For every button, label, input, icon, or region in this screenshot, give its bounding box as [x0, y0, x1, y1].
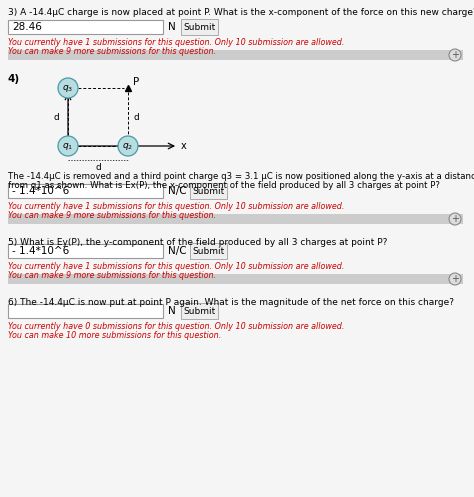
Text: You currently have 0 submissions for this question. Only 10 submission are allow: You currently have 0 submissions for thi…	[8, 322, 345, 331]
Text: +: +	[451, 274, 459, 284]
Text: 4): 4)	[8, 74, 20, 84]
Text: N: N	[168, 306, 176, 316]
Circle shape	[449, 273, 461, 285]
Text: +: +	[451, 50, 459, 60]
FancyBboxPatch shape	[8, 20, 163, 34]
Text: You currently have 1 submissions for this question. Only 10 submission are allow: You currently have 1 submissions for thi…	[8, 262, 345, 271]
Circle shape	[118, 136, 138, 156]
FancyBboxPatch shape	[8, 274, 463, 284]
FancyBboxPatch shape	[8, 50, 463, 60]
FancyBboxPatch shape	[8, 304, 163, 318]
FancyBboxPatch shape	[8, 184, 163, 198]
Text: Submit: Submit	[192, 247, 225, 255]
FancyBboxPatch shape	[8, 244, 163, 258]
Circle shape	[449, 49, 461, 61]
Circle shape	[58, 78, 78, 98]
Text: Submit: Submit	[183, 22, 216, 31]
Text: d: d	[53, 112, 59, 121]
FancyBboxPatch shape	[181, 19, 218, 35]
Text: 6) The -14.4μC is now put at point P again. What is the magnitude of the net for: 6) The -14.4μC is now put at point P aga…	[8, 298, 454, 307]
Text: P: P	[133, 77, 139, 87]
Text: Submit: Submit	[192, 186, 225, 195]
Text: x: x	[181, 141, 187, 151]
Text: y: y	[70, 78, 76, 88]
Text: The -14.4μC is removed and a third point charge q3 = 3.1 μC is now positioned al: The -14.4μC is removed and a third point…	[8, 172, 474, 181]
Text: 28.46: 28.46	[12, 22, 42, 32]
Text: +: +	[451, 214, 459, 224]
Text: 3) A -14.4μC charge is now placed at point P. What is the x-component of the for: 3) A -14.4μC charge is now placed at poi…	[8, 8, 474, 17]
Text: N/C: N/C	[168, 186, 187, 196]
Text: You can make 9 more submissions for this question.: You can make 9 more submissions for this…	[8, 211, 216, 220]
Circle shape	[449, 213, 461, 225]
FancyBboxPatch shape	[190, 183, 227, 199]
FancyBboxPatch shape	[190, 243, 227, 259]
Text: d: d	[133, 112, 139, 121]
Text: from q1 as shown. What is Ex(P), the x-component of the field produced by all 3 : from q1 as shown. What is Ex(P), the x-c…	[8, 181, 440, 190]
Text: Submit: Submit	[183, 307, 216, 316]
Text: $q_3$: $q_3$	[63, 83, 73, 93]
Text: You currently have 1 submissions for this question. Only 10 submission are allow: You currently have 1 submissions for thi…	[8, 38, 345, 47]
Text: You can make 9 more submissions for this question.: You can make 9 more submissions for this…	[8, 47, 216, 56]
FancyBboxPatch shape	[8, 214, 463, 224]
Text: You currently have 1 submissions for this question. Only 10 submission are allow: You currently have 1 submissions for thi…	[8, 202, 345, 211]
Text: You can make 9 more submissions for this question.: You can make 9 more submissions for this…	[8, 271, 216, 280]
Text: $q_1$: $q_1$	[63, 141, 73, 152]
Text: - 1.4*10^6: - 1.4*10^6	[12, 186, 69, 196]
Text: - 1.4*10^6: - 1.4*10^6	[12, 246, 69, 256]
Circle shape	[58, 136, 78, 156]
Text: N: N	[168, 22, 176, 32]
FancyBboxPatch shape	[181, 303, 218, 319]
Text: $q_2$: $q_2$	[122, 141, 134, 152]
Text: You can make 10 more submissions for this question.: You can make 10 more submissions for thi…	[8, 331, 221, 340]
Text: 5) What is Ey(P), the y-component of the field produced by all 3 charges at poin: 5) What is Ey(P), the y-component of the…	[8, 238, 387, 247]
Text: N/C: N/C	[168, 246, 187, 256]
Text: d: d	[95, 163, 101, 172]
